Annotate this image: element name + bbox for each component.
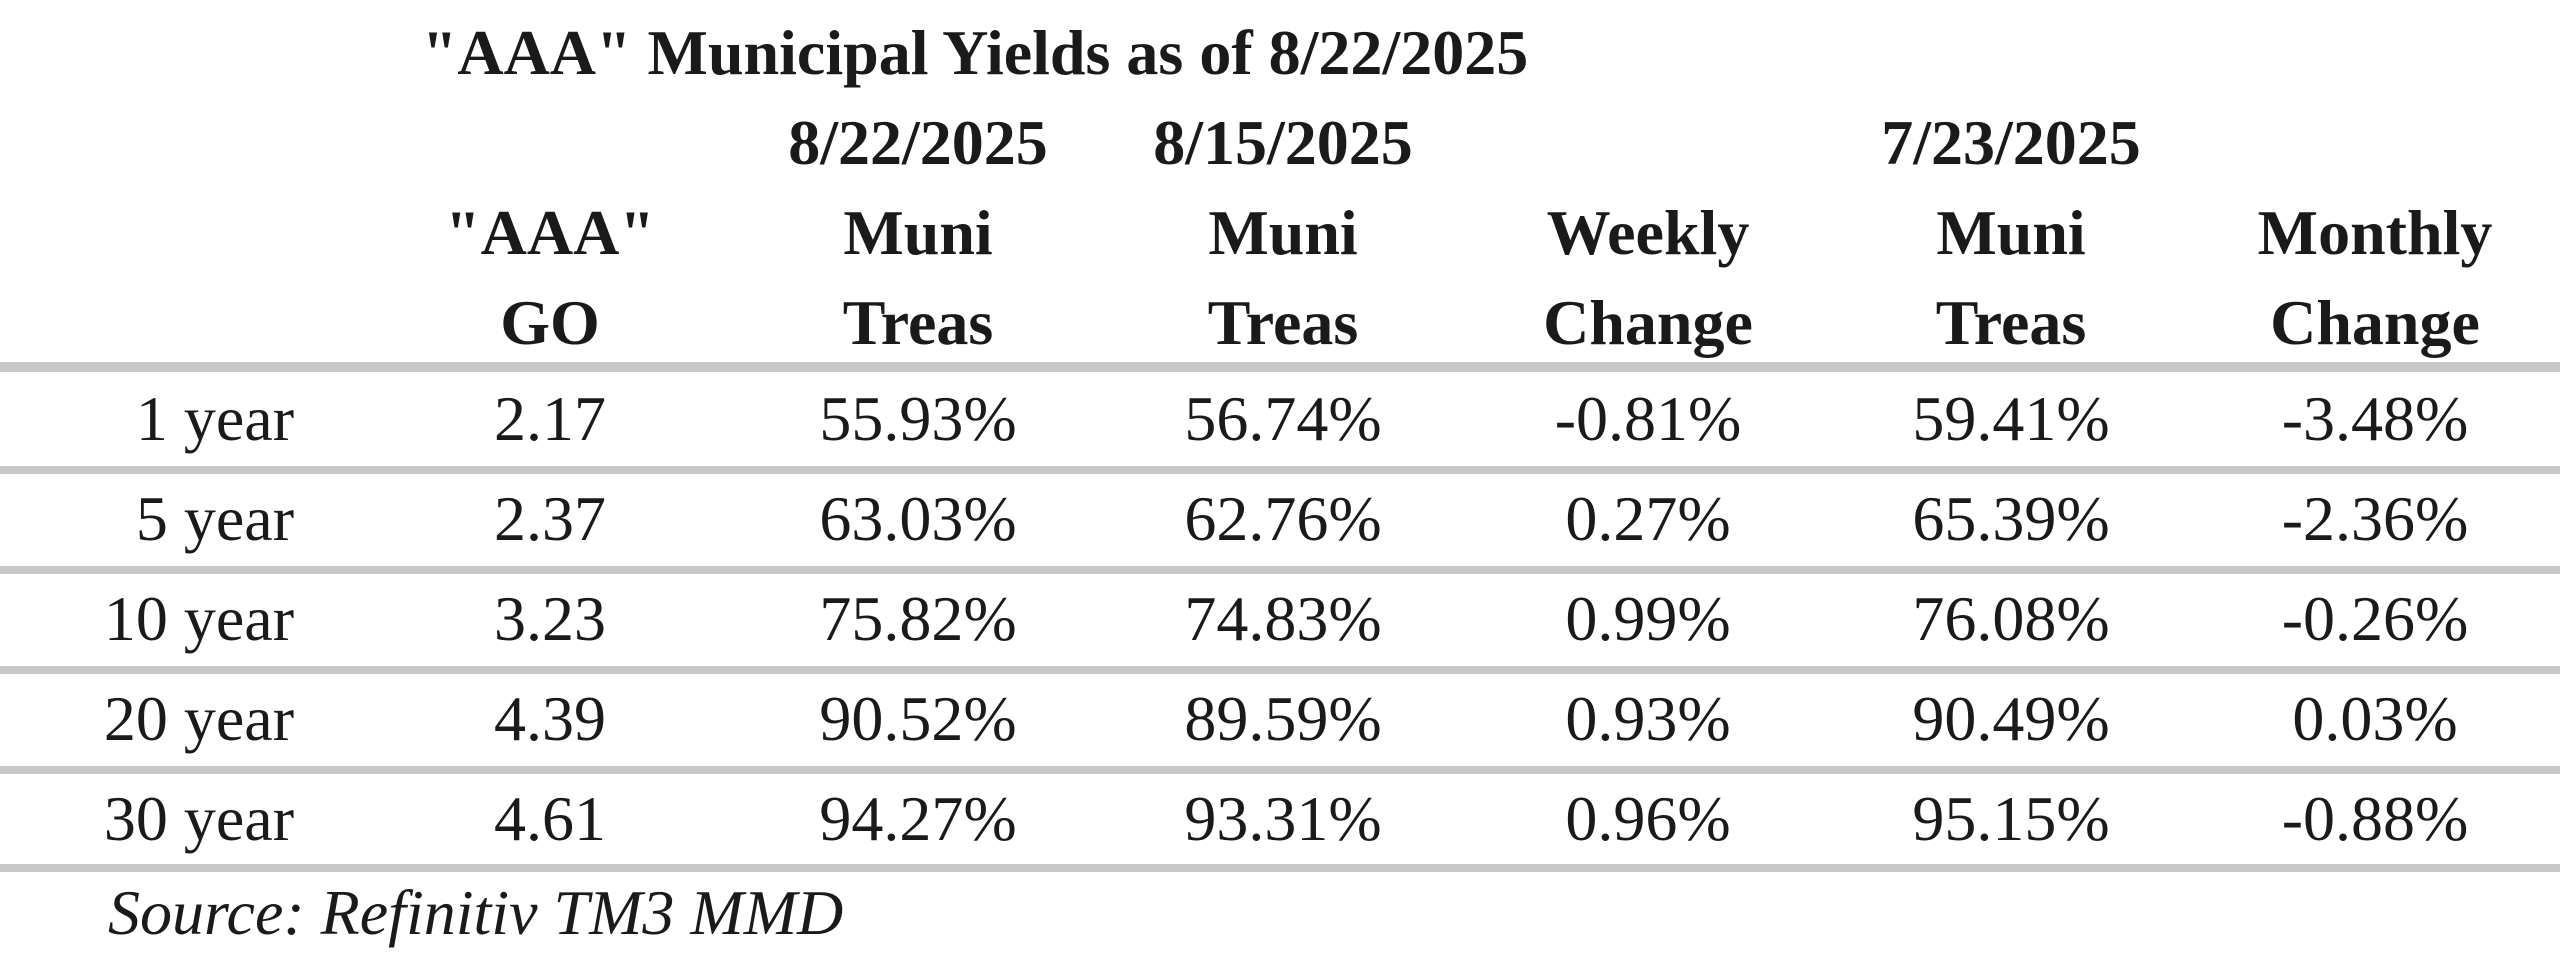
cell-monthly: -0.88% xyxy=(2281,783,2469,854)
cell-mt_0822: 63.03% xyxy=(819,483,1017,554)
row-label: 20 year xyxy=(103,683,294,754)
cell-weekly: 0.93% xyxy=(1565,683,1731,754)
row-label: 5 year xyxy=(135,483,294,554)
column-header-mt_0822-line1: Muni xyxy=(843,197,993,268)
row-divider xyxy=(0,864,2560,872)
column-header-mt_0815-line1: Muni xyxy=(1208,197,1358,268)
cell-monthly: -0.26% xyxy=(2281,583,2469,654)
cell-go: 3.23 xyxy=(494,583,606,654)
row-label: 30 year xyxy=(103,783,294,854)
cell-mt_0815: 56.74% xyxy=(1184,383,1382,454)
row-divider xyxy=(0,666,2560,674)
column-header-mt_0815-date: 8/15/2025 xyxy=(1153,107,1413,178)
column-header-mt_0822-line2: Treas xyxy=(842,287,994,358)
cell-mt_0723: 95.15% xyxy=(1912,783,2110,854)
cell-weekly: 0.96% xyxy=(1565,783,1731,854)
cell-go: 4.61 xyxy=(494,783,606,854)
cell-go: 2.37 xyxy=(494,483,606,554)
row-divider xyxy=(0,566,2560,574)
cell-go: 4.39 xyxy=(494,683,606,754)
header-divider xyxy=(0,362,2560,372)
cell-mt_0723: 59.41% xyxy=(1912,383,2110,454)
column-header-weekly-line2: Change xyxy=(1543,287,1753,358)
cell-mt_0723: 76.08% xyxy=(1912,583,2110,654)
cell-mt_0723: 65.39% xyxy=(1912,483,2110,554)
cell-mt_0815: 74.83% xyxy=(1184,583,1382,654)
cell-mt_0822: 75.82% xyxy=(819,583,1017,654)
row-label: 1 year xyxy=(135,383,294,454)
cell-mt_0815: 89.59% xyxy=(1184,683,1382,754)
cell-mt_0815: 62.76% xyxy=(1184,483,1382,554)
column-header-mt_0723-line2: Treas xyxy=(1935,287,2087,358)
column-header-mt_0822-date: 8/22/2025 xyxy=(788,107,1048,178)
cell-mt_0822: 55.93% xyxy=(819,383,1017,454)
column-header-weekly-line1: Weekly xyxy=(1546,197,1750,268)
cell-mt_0723: 90.49% xyxy=(1912,683,2110,754)
cell-mt_0822: 90.52% xyxy=(819,683,1017,754)
cell-monthly: 0.03% xyxy=(2292,683,2458,754)
column-header-monthly-line2: Change xyxy=(2270,287,2480,358)
table-title: "AAA" Municipal Yields as of 8/22/2025 xyxy=(421,17,1529,88)
row-divider xyxy=(0,466,2560,474)
row-label: 10 year xyxy=(103,583,294,654)
cell-weekly: 0.27% xyxy=(1565,483,1731,554)
column-header-mt_0723-line1: Muni xyxy=(1936,197,2086,268)
cell-weekly: -0.81% xyxy=(1554,383,1742,454)
column-header-go-line1: "AAA" xyxy=(445,197,655,268)
column-header-mt_0723-date: 7/23/2025 xyxy=(1881,107,2141,178)
cell-weekly: 0.99% xyxy=(1565,583,1731,654)
cell-go: 2.17 xyxy=(494,383,606,454)
cell-monthly: -2.36% xyxy=(2281,483,2469,554)
cell-monthly: -3.48% xyxy=(2281,383,2469,454)
cell-mt_0815: 93.31% xyxy=(1184,783,1382,854)
source-note: Source: Refinitiv TM3 MMD xyxy=(108,877,844,948)
column-header-monthly-line1: Monthly xyxy=(2257,197,2493,268)
column-header-mt_0815-line2: Treas xyxy=(1207,287,1359,358)
column-header-go-line2: GO xyxy=(500,287,600,358)
cell-mt_0822: 94.27% xyxy=(819,783,1017,854)
row-divider xyxy=(0,766,2560,774)
